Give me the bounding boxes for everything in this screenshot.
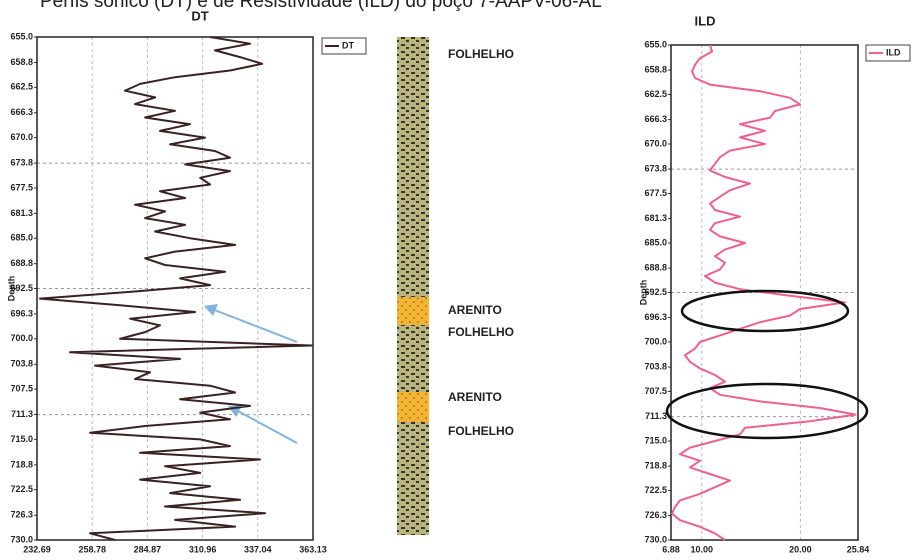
x-tick-label: 258.78 [78, 544, 106, 554]
lithology-label: FOLHELHO [448, 325, 514, 339]
y-tick-label: 726.3 [644, 510, 667, 520]
y-tick-label: 681.3 [644, 213, 667, 223]
y-tick-label: 707.5 [644, 386, 667, 396]
arrow [211, 308, 298, 343]
x-tick-label: 363.13 [299, 544, 327, 554]
lithology-column: FOLHELHO ARENITO FOLHELHO ARENITO FOLHEL… [397, 37, 514, 535]
y-tick-label: 711.3 [11, 409, 33, 419]
lithology-label: FOLHELHO [448, 424, 514, 438]
legend-box [321, 37, 367, 55]
plot-frame [670, 44, 859, 541]
legend-label: ILD [886, 47, 901, 57]
annotations [204, 304, 298, 444]
y-tick-label: 711.3 [645, 411, 667, 421]
y-tick-label: 685.0 [10, 233, 33, 243]
y-tick-label: 715.0 [10, 434, 33, 444]
x-tick-label: 310.96 [189, 544, 217, 554]
y-tick-label: 673.8 [644, 163, 667, 173]
arrow-head [204, 304, 218, 316]
y-tick-label: 700.0 [10, 333, 33, 343]
y-tick-label: 677.5 [10, 182, 33, 192]
y-tick-label: 658.8 [10, 57, 33, 67]
y-tick-label: 662.5 [644, 89, 667, 99]
y-tick-label: 688.8 [10, 258, 33, 268]
x-tick-label: 20.00 [789, 544, 812, 554]
y-tick-label: 692.5 [10, 283, 33, 293]
figure-title: Perfis sônico (DT) e de Resistividade (I… [40, 0, 602, 12]
chart-title: DT [191, 8, 208, 23]
y-tick-label: 685.0 [644, 237, 667, 247]
y-tick-label: 670.0 [644, 138, 667, 148]
y-tick-label: 666.3 [644, 114, 667, 124]
y-axis-label: Depth [6, 276, 16, 302]
y-tick-label: 666.3 [10, 107, 33, 117]
lithology-label: FOLHELHO [448, 47, 514, 61]
y-tick-label: 715.0 [644, 435, 667, 445]
legend-label: DT [342, 40, 354, 50]
y-tick-label: 696.3 [644, 312, 667, 322]
x-tick-label: 232.69 [23, 544, 51, 554]
y-tick-label: 670.0 [10, 132, 33, 142]
y-tick-label: 707.5 [10, 383, 33, 393]
y-tick-label: 730.0 [644, 534, 667, 544]
y-tick-label: 722.5 [10, 484, 33, 494]
y-tick-label: 658.8 [644, 64, 667, 74]
x-tick-label: 25.84 [847, 544, 870, 554]
x-tick-label: 10.00 [691, 544, 714, 554]
x-tick-label: 6.88 [662, 544, 680, 554]
sand-layer [397, 392, 429, 422]
y-tick-label: 688.8 [644, 262, 667, 272]
y-tick-label: 722.5 [644, 485, 667, 495]
lithology-label: ARENITO [448, 390, 502, 404]
y-tick-label: 696.3 [10, 308, 33, 318]
y-tick-label: 700.0 [644, 336, 667, 346]
y-tick-label: 655.0 [644, 39, 667, 49]
x-tick-label: 337.04 [244, 544, 272, 554]
y-tick-label: 703.8 [10, 359, 33, 369]
arrow [235, 409, 298, 444]
highlight-ellipse [665, 382, 869, 440]
legend-box [865, 44, 911, 62]
y-tick-label: 726.3 [10, 510, 33, 520]
highlight-ellipse [680, 289, 850, 333]
y-tick-label: 703.8 [644, 361, 667, 371]
y-axis-label: Depth [638, 280, 648, 306]
chart-title: ILD [695, 13, 716, 28]
x-tick-label: 284.87 [134, 544, 162, 554]
log-curve [39, 36, 313, 541]
y-tick-label: 662.5 [10, 82, 33, 92]
y-tick-label: 692.5 [644, 287, 667, 297]
y-tick-label: 673.8 [10, 157, 33, 167]
y-tick-label: 655.0 [10, 31, 33, 41]
y-tick-label: 718.8 [10, 459, 33, 469]
y-tick-label: 681.3 [10, 208, 33, 218]
log-curve [671, 44, 857, 541]
plot-frame [36, 36, 314, 541]
y-tick-label: 677.5 [644, 188, 667, 198]
sand-layer [397, 297, 429, 325]
shale-column [397, 37, 429, 535]
y-tick-label: 730.0 [10, 534, 33, 544]
lithology-label: ARENITO [448, 303, 502, 317]
y-tick-label: 718.8 [644, 460, 667, 470]
